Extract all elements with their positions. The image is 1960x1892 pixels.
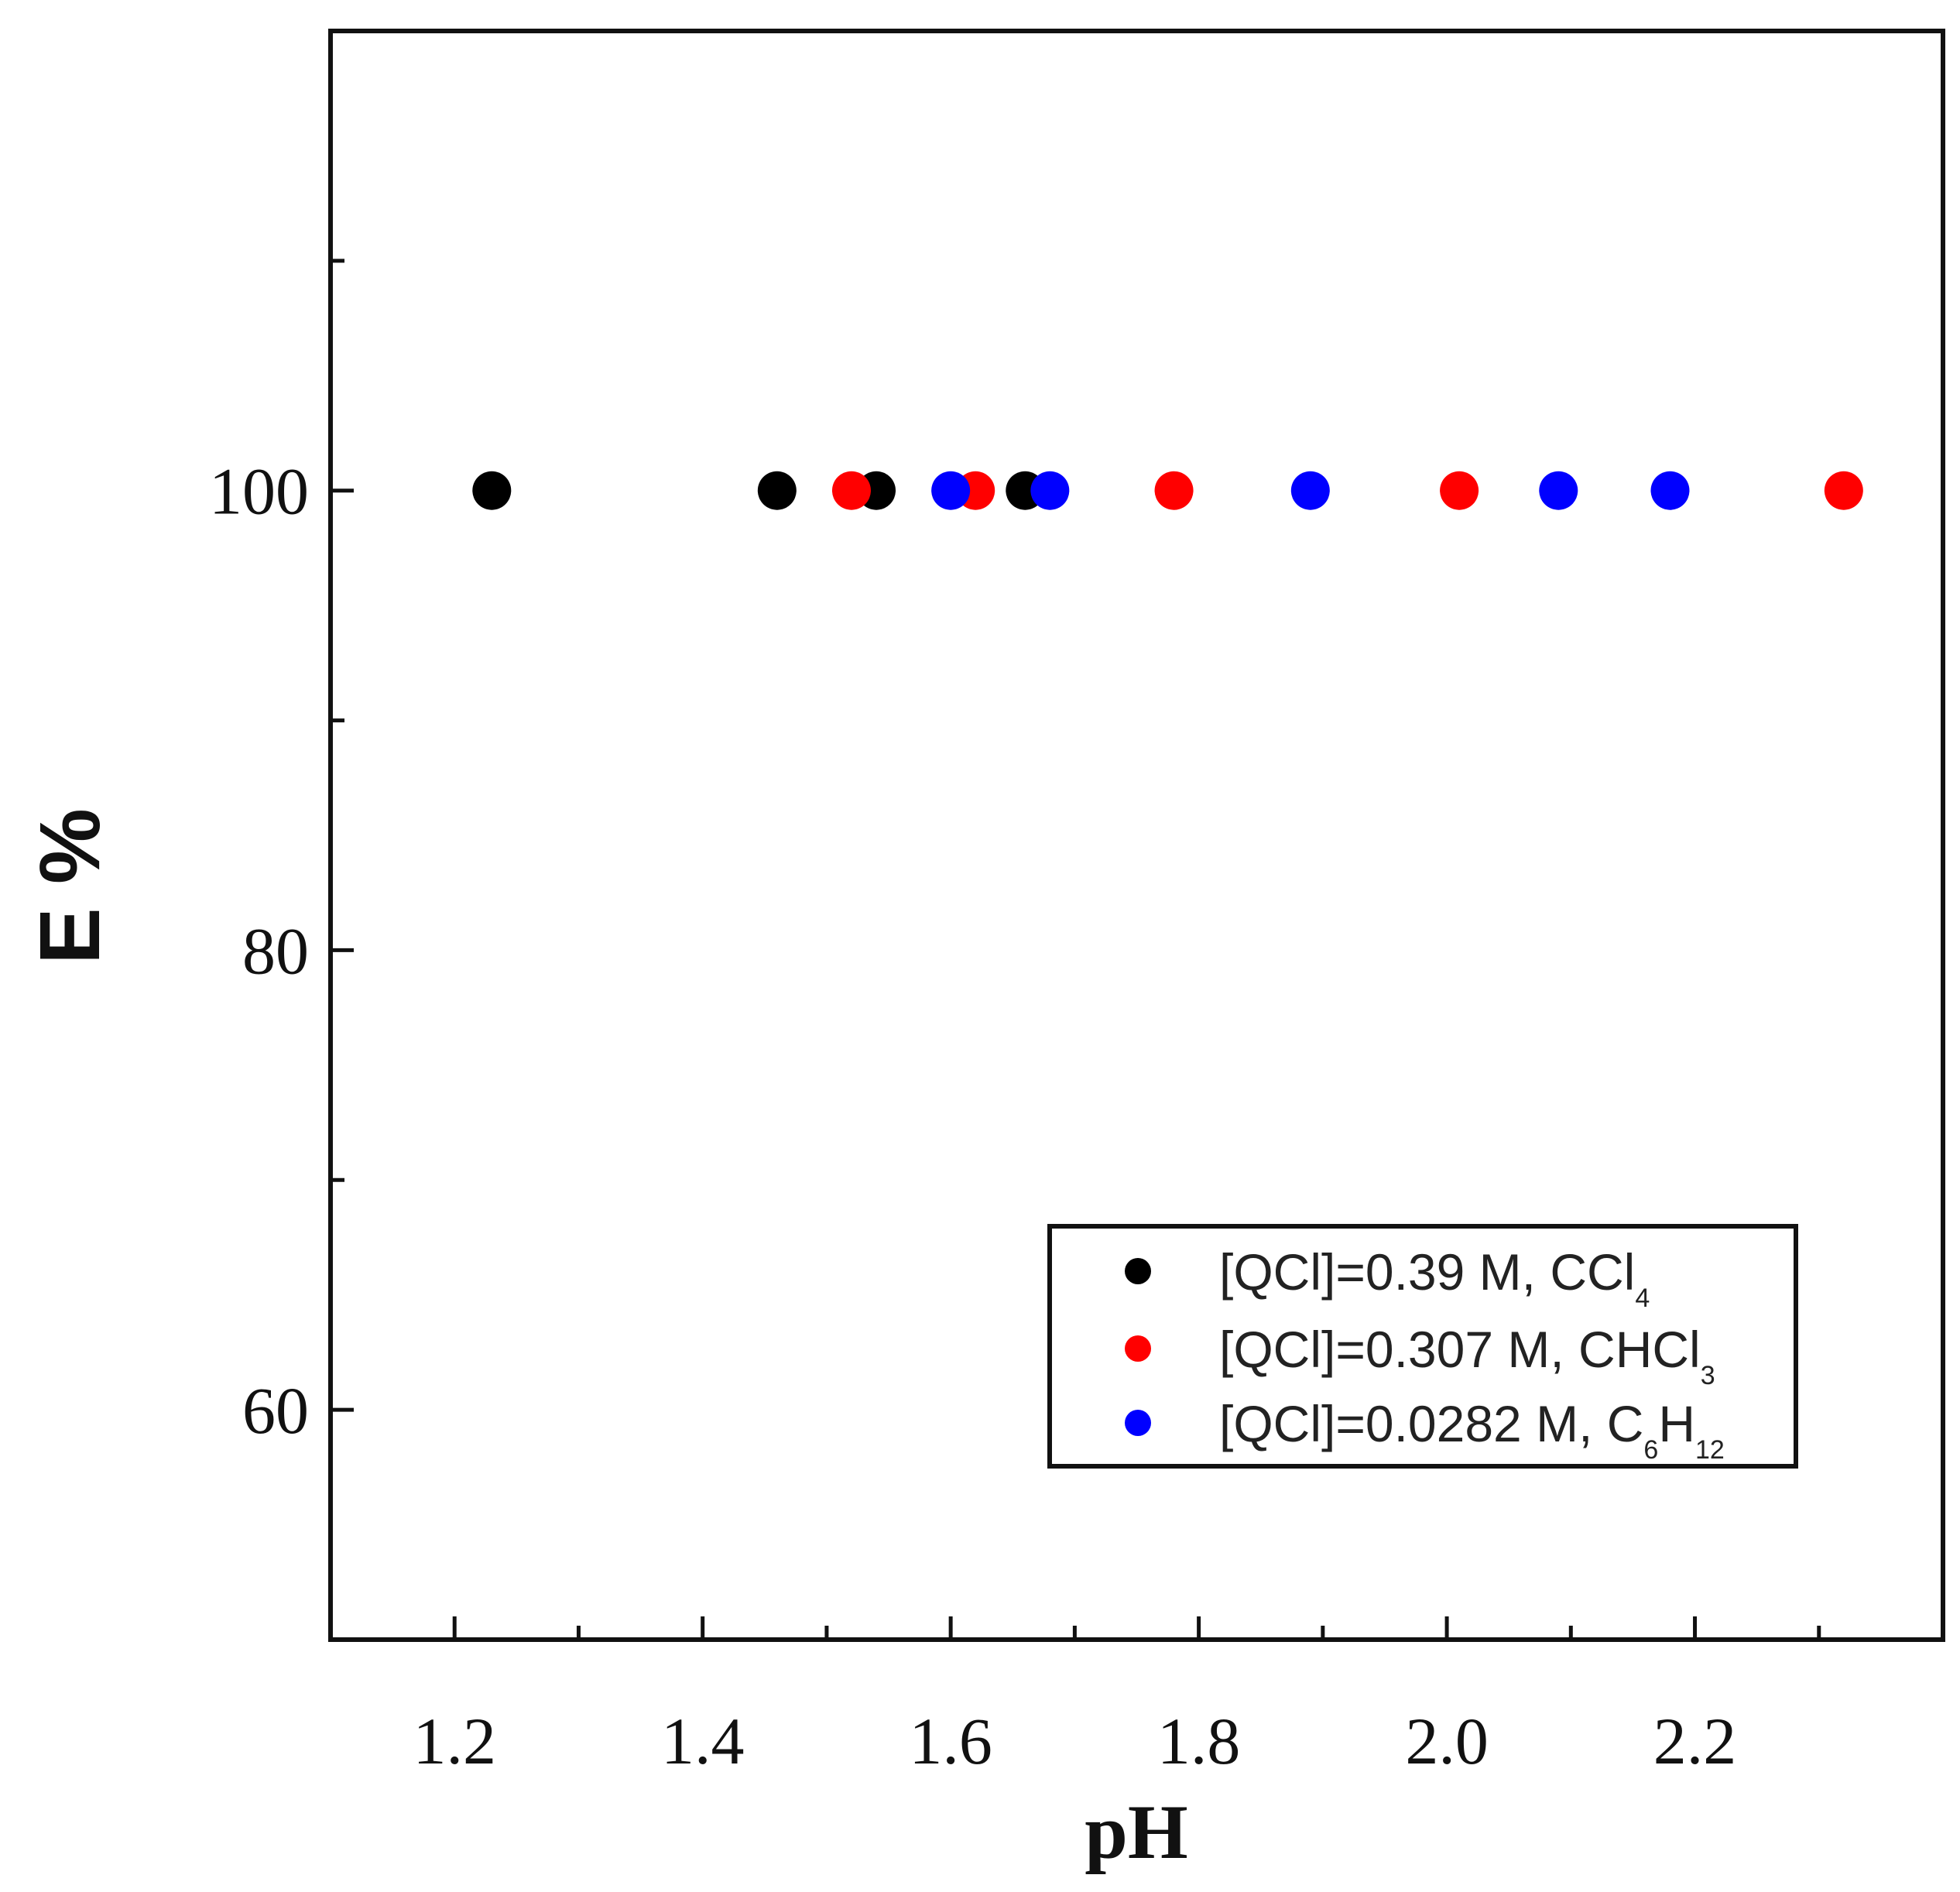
legend-subscript: 3 xyxy=(1701,1361,1715,1390)
data-point-series-1 xyxy=(472,471,512,510)
data-point-series-3 xyxy=(1539,471,1578,510)
y-tick-label: 60 xyxy=(242,1373,309,1448)
x-tick-label: 1.8 xyxy=(1157,1704,1241,1778)
x-axis-ticks: 1.2 1.4 1.6 1.8 2.0 2.2 xyxy=(413,1616,1821,1778)
data-point-series-1 xyxy=(757,471,797,510)
legend-marker xyxy=(1125,1258,1151,1284)
legend-items: [QCl]=0.39 M, CCl4[QCl]=0.307 M, CHCl3[Q… xyxy=(1125,1243,1725,1465)
y-tick-label: 100 xyxy=(209,454,309,529)
data-point-series-3 xyxy=(931,471,971,510)
legend-marker xyxy=(1125,1335,1151,1362)
legend-text-part: H xyxy=(1658,1395,1695,1452)
data-point-series-2 xyxy=(831,471,871,510)
legend-entry-label: [QCl]=0.39 M, CCl4 xyxy=(1219,1243,1650,1313)
axes: 1.2 1.4 1.6 1.8 2.0 2.2 60 80 100 xyxy=(209,29,1945,1778)
data-point-series-3 xyxy=(1290,471,1330,510)
legend-entry-label: [QCl]=0.307 M, CHCl3 xyxy=(1219,1321,1715,1390)
x-tick-label: 2.2 xyxy=(1653,1704,1737,1778)
y-axis-ticks: 60 80 100 xyxy=(209,259,354,1448)
legend-text-part: [QCl]=0.307 M, CHCl xyxy=(1219,1321,1701,1378)
x-axis-title: pH xyxy=(1085,1789,1187,1875)
legend-text-part: [QCl]=0.39 M, CCl xyxy=(1219,1243,1635,1301)
x-tick-label: 1.6 xyxy=(909,1704,992,1778)
data-point-series-2 xyxy=(1154,471,1194,510)
legend-marker xyxy=(1125,1410,1151,1436)
y-axis-title: E % xyxy=(22,808,118,965)
legend-box xyxy=(1047,1224,1798,1469)
x-tick-label: 1.4 xyxy=(661,1704,745,1778)
x-tick-label: 1.2 xyxy=(413,1704,496,1778)
plot-frame xyxy=(328,29,1945,1642)
x-tick-label: 2.0 xyxy=(1405,1704,1489,1778)
data-point-series-3 xyxy=(1650,471,1690,510)
legend-entry-label: [QCl]=0.0282 M, C6H12 xyxy=(1219,1395,1725,1465)
data-point-series-3 xyxy=(1030,471,1070,510)
data-points xyxy=(472,471,1863,510)
legend-text-part: [QCl]=0.0282 M, C xyxy=(1219,1395,1643,1452)
data-point-series-2 xyxy=(1440,471,1479,510)
legend-subscript: 4 xyxy=(1635,1284,1650,1313)
y-tick-label: 80 xyxy=(242,913,309,988)
data-point-series-2 xyxy=(1824,471,1863,510)
legend-subscript: 6 xyxy=(1643,1435,1658,1465)
legend: [QCl]=0.39 M, CCl4[QCl]=0.307 M, CHCl3[Q… xyxy=(1047,1224,1798,1469)
legend-subscript: 12 xyxy=(1695,1435,1725,1465)
